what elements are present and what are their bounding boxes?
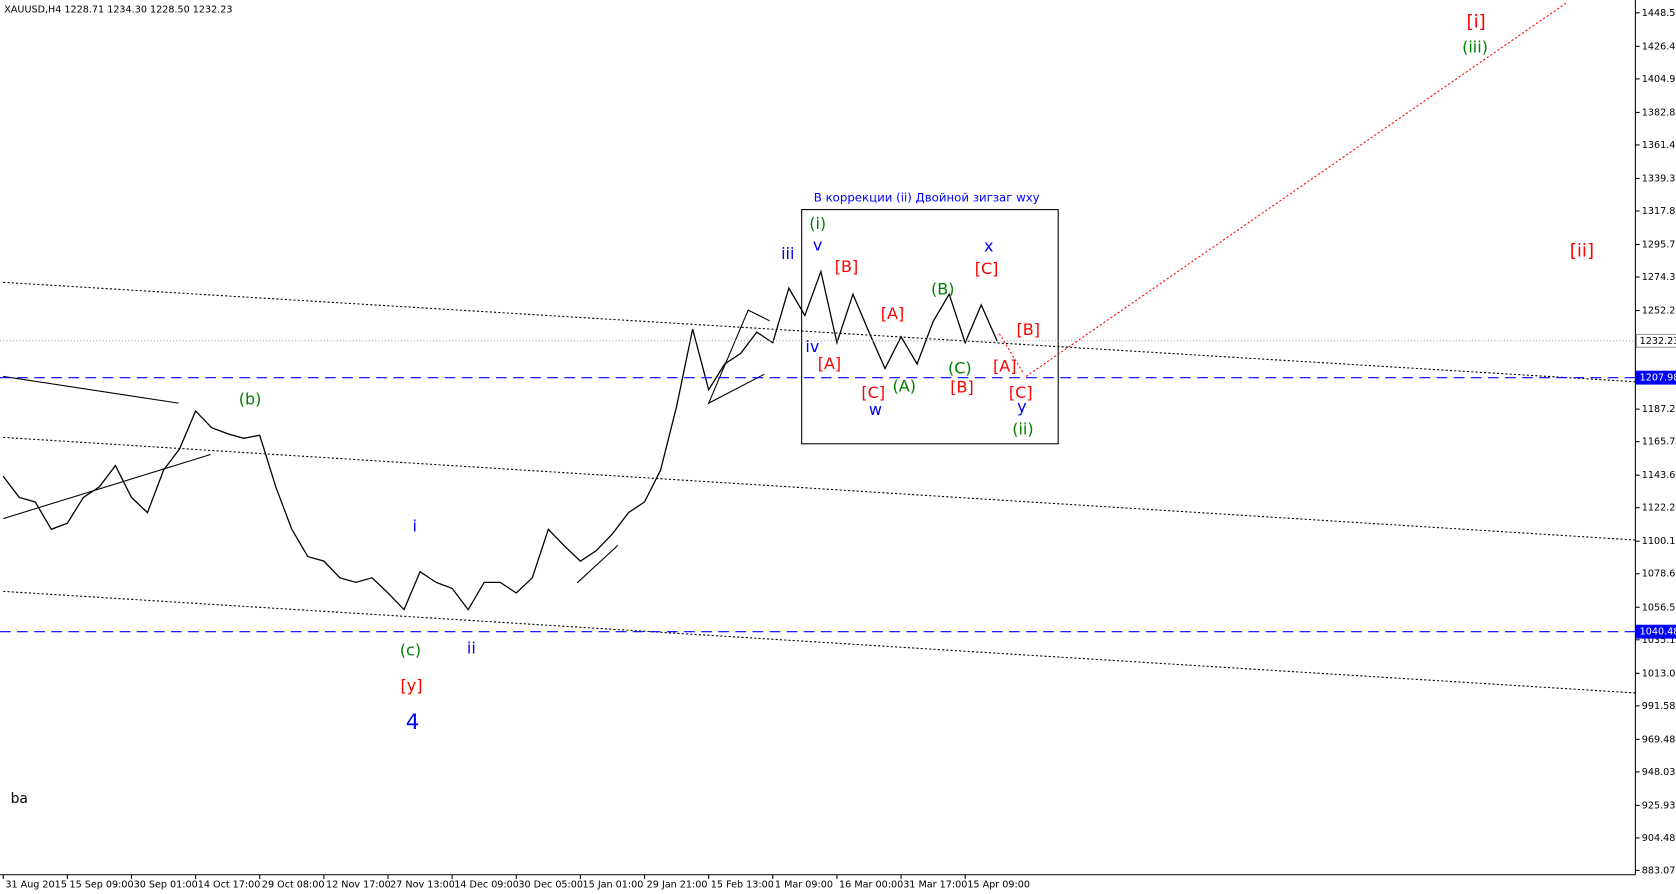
y-tick-label: 948.03	[1642, 767, 1676, 778]
wave-label: i	[412, 517, 416, 536]
y-tick-label: 991.58	[1642, 701, 1676, 712]
y-tick-label: 1165.78	[1642, 437, 1676, 448]
correction-box	[801, 209, 1059, 445]
wave-label: (i)	[809, 214, 826, 233]
wave-label: (A)	[893, 377, 916, 396]
trend-line	[3, 453, 211, 520]
wave-label: y	[1017, 397, 1026, 416]
y-tick-label: 969.48	[1642, 734, 1676, 745]
wave-label: [i]	[1467, 11, 1486, 32]
price-level-label: 1040.48	[1640, 627, 1676, 638]
wave-label: [y]	[401, 676, 423, 695]
y-tick-label: 1035.13	[1642, 635, 1676, 646]
wave-label: [A]	[818, 354, 841, 373]
y-tick-label: 1143.68	[1642, 470, 1676, 481]
wave-label: [A]	[881, 304, 904, 323]
price-level-box	[1635, 370, 1676, 385]
y-tick-label: 1339.33	[1642, 173, 1676, 184]
wave-label: iv	[805, 337, 819, 356]
y-tick-label: 1187.23	[1642, 404, 1676, 415]
y-tick-label: 1056.58	[1642, 602, 1676, 613]
wave-label: [B]	[1017, 320, 1040, 339]
y-tick-label: 1317.88	[1642, 206, 1676, 217]
y-tick-label: 1252.23	[1642, 306, 1676, 317]
y-tick-label: 904.48	[1642, 833, 1676, 844]
triangle	[707, 309, 770, 405]
x-tick-label: 15 Jan 01:00	[583, 879, 644, 890]
y-tick-label: 1078.68	[1642, 569, 1676, 580]
header: XAUUSD,H4 1228.71 1234.30 1228.50 1232.2…	[4, 5, 232, 16]
wave-label: [C]	[1009, 383, 1033, 402]
trend-line	[3, 375, 179, 404]
y-tick-label: 925.93	[1642, 800, 1676, 811]
box-title: В коррекции (ii) Двойной зигзаг wxy	[814, 190, 1040, 204]
price-level-box	[1635, 624, 1676, 639]
x-tick-label: 30 Dec 05:00	[518, 879, 583, 890]
x-tick-label: 1 Mar 09:00	[775, 879, 833, 890]
wave-label: [C]	[861, 383, 885, 402]
y-tick-label: 1404.98	[1642, 74, 1676, 85]
price-level-box	[1635, 333, 1676, 348]
x-tick-label: 12 Nov 17:00	[326, 879, 391, 890]
x-tick-label: 29 Jan 21:00	[647, 879, 708, 890]
x-tick-label: 14 Oct 17:00	[198, 879, 261, 890]
trend-lines	[3, 209, 1636, 694]
y-tick-label: 1295.78	[1642, 239, 1676, 250]
y-tick-label: 1013.03	[1642, 668, 1676, 679]
x-tick-label: 15 Feb 13:00	[711, 879, 774, 890]
wave-label: x	[984, 237, 993, 256]
x-tick-label: 29 Oct 08:00	[262, 879, 325, 890]
wave-label: (b)	[239, 389, 262, 408]
wave-label: (ii)	[1012, 419, 1033, 438]
channel-line	[3, 436, 1636, 541]
y-tick-label: 1100.13	[1642, 536, 1676, 547]
y-tick-label: 1382.88	[1642, 107, 1676, 118]
wave-label: (c)	[400, 641, 421, 660]
wave-label: ii	[467, 639, 476, 658]
projection-line	[998, 333, 1025, 375]
x-tick-label: 27 Nov 13:00	[390, 879, 455, 890]
trend-line	[576, 544, 619, 584]
wave-label: w	[869, 400, 882, 419]
x-tick-label: 31 Aug 2015	[5, 879, 67, 890]
y-tick-label: 1426.45	[1642, 41, 1676, 52]
wave-label: (iii)	[1462, 38, 1488, 57]
wave-label: ba	[11, 791, 28, 807]
y-tick-label: 1274.33	[1642, 272, 1676, 283]
x-tick-label: 31 Mar 17:00	[903, 879, 967, 890]
x-tick-label: 14 Dec 09:00	[454, 879, 519, 890]
y-tick-label: 1448.55	[1642, 8, 1676, 19]
x-tick-label: 30 Sep 01:00	[134, 879, 198, 890]
x-tick-label: 15 Apr 09:00	[967, 879, 1030, 890]
x-tick-label: 15 Sep 09:00	[69, 879, 133, 890]
wave-label: iii	[781, 244, 794, 263]
price-level-label: 1207.98	[1640, 373, 1676, 384]
x-tick-label: 16 Mar 00:00	[839, 879, 903, 890]
channel-line	[3, 590, 1636, 694]
wave-label: [A]	[993, 356, 1016, 375]
wave-label: [B]	[835, 257, 858, 276]
wave-label: [B]	[950, 378, 973, 397]
wave-label: [C]	[975, 259, 999, 278]
wave-label: (C)	[948, 358, 972, 377]
wave-label: 4	[406, 710, 420, 735]
wave-label: (B)	[931, 279, 954, 298]
price-level-label: 1232.23	[1640, 336, 1676, 347]
wave-label: v	[813, 235, 822, 254]
price-line	[2, 269, 998, 611]
y-tick-label: 1122.23	[1642, 503, 1676, 514]
y-tick-label: 883.07	[1642, 865, 1676, 876]
channel-line	[3, 281, 1636, 383]
wave-label: [ii]	[1570, 240, 1594, 261]
y-tick-label: 1361.43	[1642, 140, 1676, 151]
